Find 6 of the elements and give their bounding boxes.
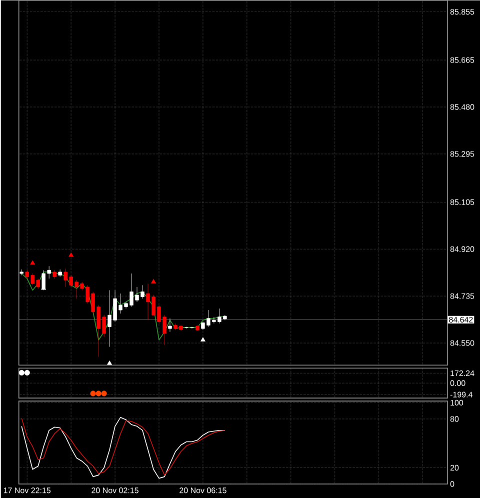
point <box>150 279 156 284</box>
candlestick <box>168 318 172 332</box>
point <box>68 252 74 257</box>
point <box>200 337 206 342</box>
point <box>106 360 112 365</box>
point <box>30 260 35 265</box>
